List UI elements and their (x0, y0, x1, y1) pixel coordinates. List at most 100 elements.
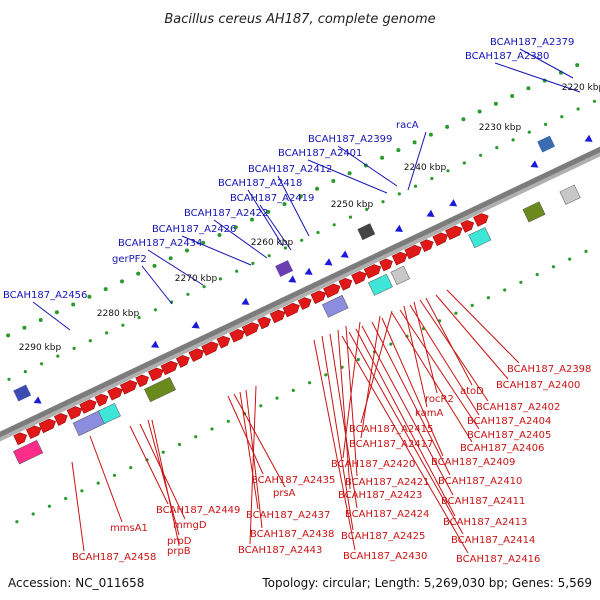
reverse-gene-label[interactable]: BCAH187_A2418 (218, 178, 302, 189)
tick-dot (592, 99, 597, 103)
forward-gene-label[interactable]: BCAH187_A2423 (338, 490, 422, 501)
tick-dot (575, 63, 580, 68)
forward-gene-label[interactable]: BCAH187_A2400 (496, 380, 580, 391)
forward-gene-arrow (338, 277, 353, 291)
reverse-gene-label[interactable]: BCAH187_A2399 (308, 134, 392, 145)
forward-gene-label[interactable]: BCAH187_A2417 (349, 439, 433, 450)
tick-dot (332, 223, 336, 227)
forward-gene-arrow (269, 309, 286, 324)
forward-gene-label[interactable]: BCAH187_A2424 (345, 509, 429, 520)
forward-gene-label[interactable]: BCAH187_A2410 (438, 476, 522, 487)
tick-dot (129, 466, 133, 470)
tick-dot (54, 310, 59, 315)
forward-gene-label[interactable]: BCAH187_A2425 (341, 531, 425, 542)
leader-line (151, 419, 180, 546)
reverse-gene-arrow (304, 267, 313, 275)
forward-gene-arrow (13, 432, 28, 446)
tick-dot (519, 280, 523, 284)
tick-dot (479, 153, 483, 157)
forward-gene-label[interactable]: BCAH187_A2421 (345, 477, 429, 488)
forward-gene-label[interactable]: BCAH187_A2405 (467, 430, 551, 441)
forward-gene-label[interactable]: BCAH187_A2458 (72, 552, 156, 563)
tick-dot (217, 233, 222, 237)
forward-gene-label[interactable]: mmsA1 (110, 523, 148, 534)
forward-gene-arrow (460, 220, 475, 233)
forward-gene-arrow (38, 418, 56, 434)
tick-dot (308, 381, 312, 385)
reverse-gene-label[interactable]: BCAH187_A2401 (278, 148, 362, 159)
forward-gene-label[interactable]: BCAH187_A2404 (467, 416, 551, 427)
leader-line (71, 461, 85, 552)
tick-dot (510, 94, 515, 98)
kbp-label: 2230 kbp (479, 123, 522, 133)
forward-gene-label[interactable]: kamA (415, 408, 443, 419)
gene-block (322, 294, 349, 318)
tick-dot (251, 261, 255, 265)
reverse-gene-label[interactable]: BCAH187_A2434 (118, 238, 202, 249)
leader-line (419, 299, 489, 402)
tick-dot (275, 396, 279, 400)
tick-dot (348, 215, 353, 219)
forward-gene-label[interactable]: BCAH187_A2411 (441, 496, 525, 507)
forward-strand-gene-labels[interactable]: BCAH187_A2398 BCAH187_A2400 atoD rocR2 BCAH1… (72, 364, 591, 565)
forward-gene-label[interactable]: BCAH187_A2435 (251, 475, 335, 486)
tick-dot (397, 192, 401, 196)
forward-gene-label[interactable]: BCAH187_A2415 (349, 424, 433, 435)
forward-gene-label[interactable]: BCAH187_A2402 (476, 402, 560, 413)
forward-gene-label[interactable]: prpB (167, 546, 191, 557)
tick-dot (267, 254, 271, 258)
forward-gene-label[interactable]: BCAH187_A2414 (451, 535, 535, 546)
forward-gene-label[interactable]: BCAH187_A2430 (343, 551, 427, 562)
reverse-gene-label[interactable]: BCAH187_A2426 (152, 224, 236, 235)
forward-gene-label[interactable]: BCAH187_A2409 (431, 457, 515, 468)
leader-line (32, 301, 71, 331)
reverse-gene-leader-lines (32, 48, 581, 331)
forward-gene-label[interactable]: prsA (273, 488, 296, 499)
reverse-gene-label[interactable]: BCAH187_A2422 (184, 208, 268, 219)
kbp-label: 2270 kbp (175, 274, 218, 284)
reverse-gene-label[interactable]: BCAH187_A2456 (3, 290, 87, 301)
reverse-gene-arrow (324, 258, 333, 266)
forward-gene-label[interactable]: BCAH187_A2437 (246, 510, 330, 521)
reverse-gene-label[interactable]: racA (396, 120, 419, 131)
leader-line (227, 395, 264, 475)
leader-line (321, 335, 354, 531)
gene-block (13, 384, 32, 402)
reverse-strand-gene-labels[interactable]: BCAH187_A2379 BCAH187_A2380 racA BCAH187_A2… (3, 37, 574, 301)
forward-gene-arrow (188, 348, 205, 362)
forward-gene-label[interactable]: BCAH187_A2416 (456, 554, 540, 565)
reverse-gene-label[interactable]: BCAH187_A2380 (465, 51, 549, 62)
leader-line (403, 305, 428, 408)
tick-dot (259, 404, 263, 408)
leader-line (239, 391, 259, 510)
forward-gene-label[interactable]: BCAH187_A2398 (507, 364, 591, 375)
forward-gene-label[interactable]: mmgD (173, 520, 207, 531)
forward-gene-label[interactable]: BCAH187_A2420 (331, 459, 415, 470)
tick-dot (461, 117, 466, 122)
reverse-gene-arrow (288, 275, 297, 283)
tick-dot (493, 101, 498, 106)
forward-gene-label[interactable]: BCAH187_A2413 (443, 517, 527, 528)
forward-gene-label[interactable]: BCAH187_A2438 (250, 529, 334, 540)
forward-gene-label[interactable]: BCAH187_A2449 (156, 505, 240, 516)
tick-dot (470, 303, 474, 307)
reverse-gene-label[interactable]: BCAH187_A2419 (230, 193, 314, 204)
tick-dot (544, 122, 548, 126)
forward-gene-label[interactable]: BCAH187_A2443 (238, 545, 322, 556)
leader-line (409, 304, 480, 416)
tick-dot (316, 230, 320, 235)
tick-dot (218, 277, 222, 281)
reverse-gene-label[interactable]: BCAH187_A2412 (248, 164, 332, 175)
tick-dot (71, 302, 76, 307)
tick-dot (365, 207, 369, 211)
kbp-label: 2260 kbp (251, 238, 294, 248)
reverse-gene-label[interactable]: BCAH187_A2379 (490, 37, 574, 48)
kbp-labels: 2220 kbp 2230 kbp 2240 kbp 2250 kbp 2260 kbp… (19, 83, 600, 353)
forward-gene-label[interactable]: prpD (167, 536, 192, 547)
tick-dot (235, 269, 239, 273)
forward-gene-label[interactable]: BCAH187_A2406 (460, 443, 544, 454)
reverse-gene-label[interactable]: gerPF2 (112, 254, 147, 265)
forward-gene-label[interactable]: rocR2 (425, 394, 454, 405)
forward-gene-label[interactable]: atoD (460, 386, 484, 397)
reverse-gene-arrow (241, 297, 250, 305)
